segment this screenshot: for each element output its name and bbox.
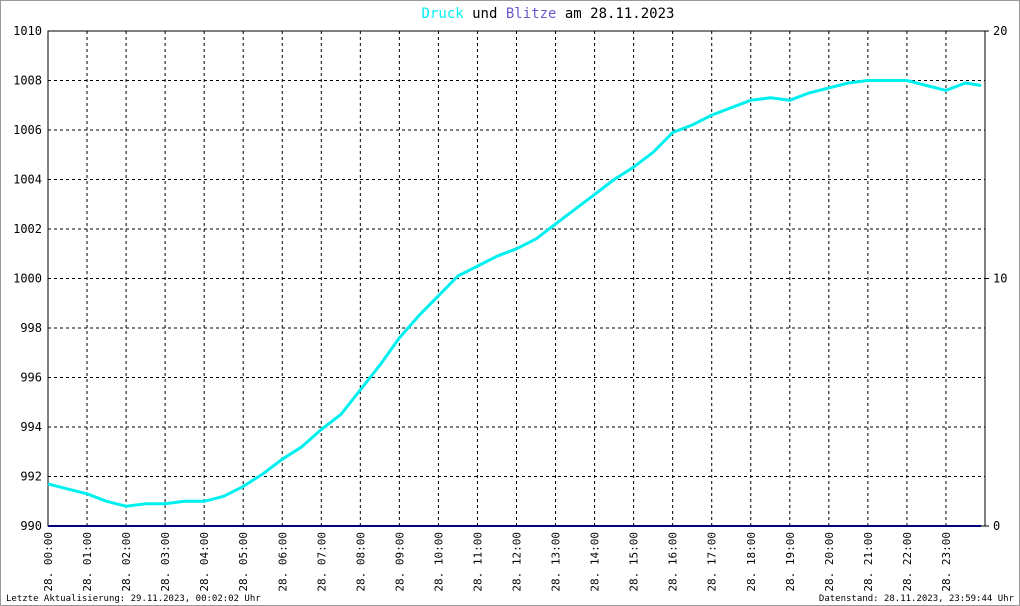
chart-title: Druck und Blitze am 28.11.2023 [422,6,675,22]
title-connector: und [472,6,497,22]
x-tick-label: 28. 13:00 [550,532,563,592]
y-tick-label: 1008 [13,74,42,88]
x-tick-label: 28. 21:00 [862,532,875,592]
y-tick-label: 1004 [13,173,42,187]
y-tick-label: 1002 [13,222,42,236]
x-tick-label: 28. 20:00 [823,532,836,592]
x-tick-label: 28. 19:00 [784,532,797,592]
y-tick-label: 990 [20,519,42,533]
x-tick-label: 28. 22:00 [901,532,914,592]
x-tick-label: 28. 17:00 [706,532,719,592]
y-tick-label: 994 [20,420,42,434]
x-tick-label: 28. 14:00 [589,532,602,592]
x-tick-label: 28. 16:00 [667,532,680,592]
title-series-2: Blitze [506,6,557,22]
x-tick-label: 28. 18:00 [745,532,758,592]
y-tick-label: 1006 [13,123,42,137]
y-tick-label: 1000 [13,272,42,286]
title-suffix: am 28.11.2023 [565,6,675,22]
x-tick-label: 28. 23:00 [940,532,953,592]
y-tick-label: 992 [20,470,42,484]
y2-tick-label: 20 [993,24,1007,38]
x-tick-label: 28. 06:00 [276,532,289,592]
x-tick-label: 28. 09:00 [393,532,406,592]
y2-tick-label: 10 [993,272,1007,286]
x-tick-label: 28. 04:00 [198,532,211,592]
series-line [47,79,982,508]
x-tick-label: 28. 01:00 [81,532,94,592]
x-tick-label: 28. 08:00 [354,532,367,592]
x-tick-label: 28. 00:00 [42,532,55,592]
y-tick-label: 1010 [13,24,42,38]
x-tick-label: 28. 03:00 [159,532,172,592]
x-tick-label: 28. 10:00 [432,532,445,592]
x-tick-label: 28. 07:00 [315,532,328,592]
y2-tick-label: 0 [993,519,1000,533]
x-tick-label: 28. 11:00 [471,532,484,592]
x-tick-label: 28. 05:00 [237,532,250,592]
x-tick-label: 28. 12:00 [511,532,524,592]
x-tick-label: 28. 15:00 [628,532,641,592]
title-series-1: Druck [422,6,465,22]
footer-left: Letzte Aktualisierung: 29.11.2023, 00:02… [6,594,261,604]
x-tick-label: 28. 02:00 [120,532,133,592]
y-tick-label: 998 [20,321,42,335]
footer-right: Datenstand: 28.11.2023, 23:59:44 Uhr [819,594,1015,604]
y-tick-label: 996 [20,371,42,385]
